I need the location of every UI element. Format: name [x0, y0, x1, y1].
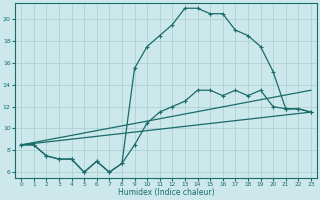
- X-axis label: Humidex (Indice chaleur): Humidex (Indice chaleur): [118, 188, 214, 197]
